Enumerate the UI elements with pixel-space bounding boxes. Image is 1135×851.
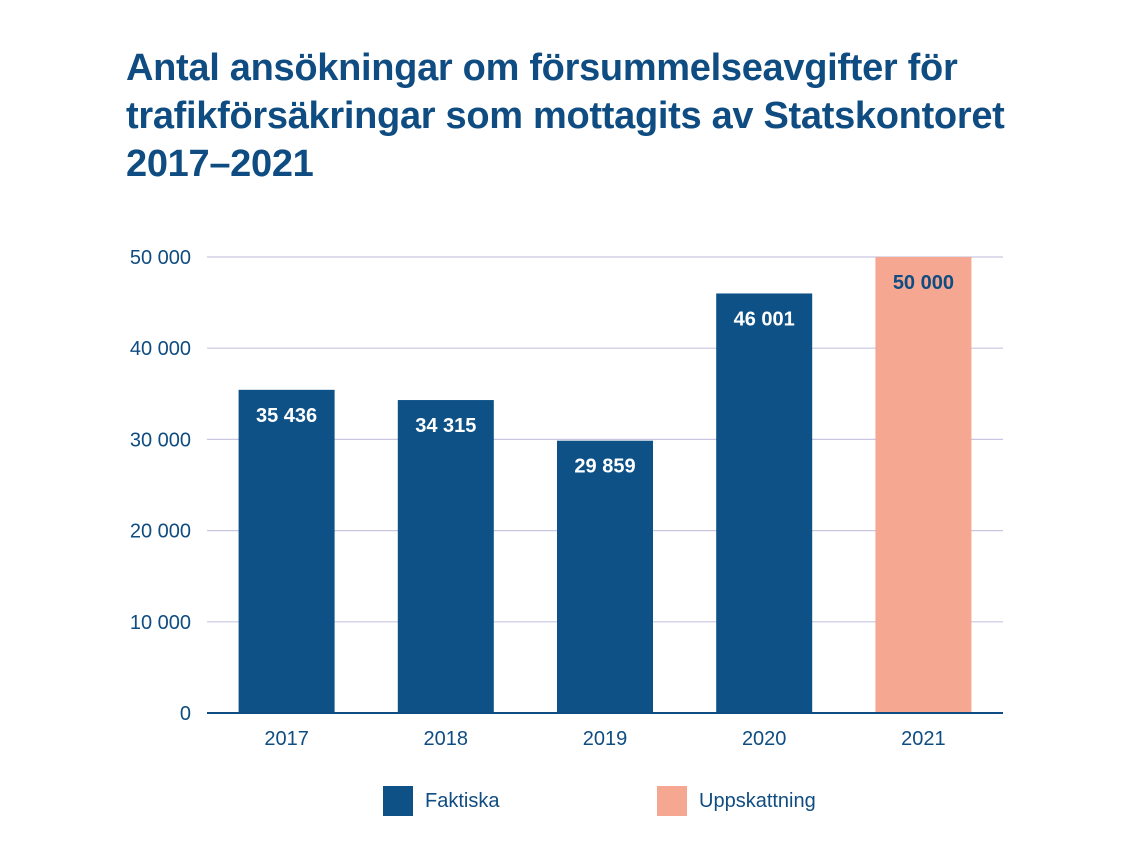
bar-2019	[557, 440, 653, 713]
data-label: 29 859	[574, 456, 635, 478]
bar-2017	[238, 389, 335, 713]
y-tick-label: 50 000	[130, 247, 191, 269]
bar-2018	[397, 400, 494, 713]
legend-item-uppskattning: Uppskattning	[657, 786, 816, 816]
data-label: 50 000	[893, 272, 954, 294]
y-tick-label: 40 000	[130, 338, 191, 360]
legend-swatch-uppskattning	[657, 786, 687, 816]
chart-title: Antal ansökningar om försummelseavgifter…	[126, 44, 1086, 188]
x-tick-label: 2021	[901, 728, 946, 750]
legend-label-uppskattning: Uppskattning	[699, 789, 816, 812]
x-tick-label: 2020	[742, 728, 787, 750]
x-tick-label: 2019	[583, 728, 628, 750]
title-line-3: 2017–2021	[126, 143, 314, 185]
bar-2020	[716, 293, 813, 713]
y-tick-label: 30 000	[130, 429, 191, 451]
bar-2021	[875, 257, 972, 713]
title-line-2: trafikförsäkringar som mottagits av Stat…	[126, 95, 1005, 137]
legend-swatch-faktiska	[383, 786, 413, 816]
y-tick-label: 10 000	[130, 612, 191, 634]
data-label: 34 315	[415, 415, 476, 437]
y-tick-label: 20 000	[130, 521, 191, 543]
legend-item-faktiska: Faktiska	[383, 786, 499, 816]
data-label: 46 001	[734, 308, 795, 330]
x-tick-label: 2018	[424, 728, 469, 750]
data-label: 35 436	[256, 405, 317, 427]
legend-label-faktiska: Faktiska	[425, 789, 500, 812]
title-line-1: Antal ansökningar om försummelseavgifter…	[126, 47, 958, 89]
x-tick-label: 2017	[264, 728, 309, 750]
y-tick-label: 0	[180, 703, 191, 725]
